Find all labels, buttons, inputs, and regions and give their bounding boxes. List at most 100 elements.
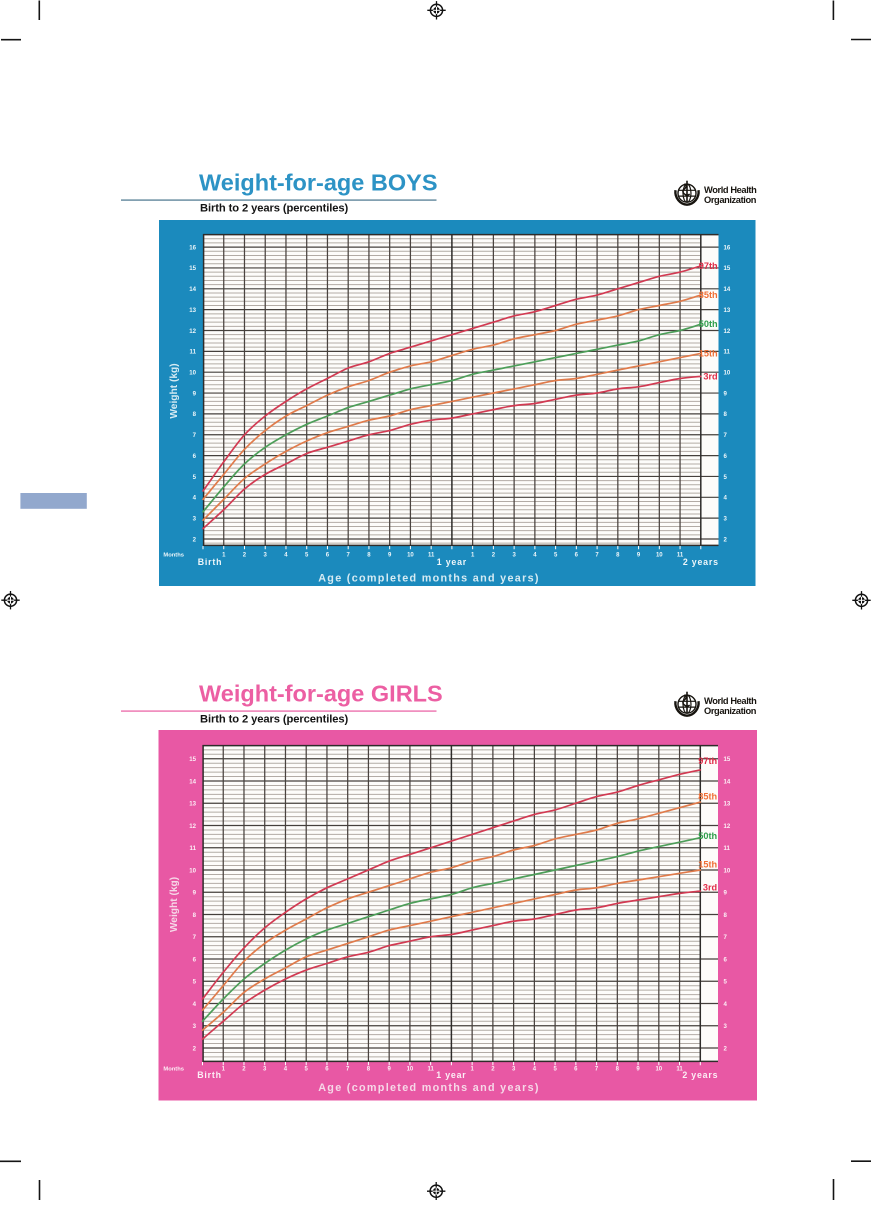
svg-text:10: 10 <box>724 370 731 377</box>
svg-text:11: 11 <box>427 1067 434 1073</box>
svg-text:8: 8 <box>616 553 620 559</box>
svg-text:12: 12 <box>724 328 731 335</box>
svg-text:15: 15 <box>189 265 196 272</box>
svg-text:85th: 85th <box>698 792 717 802</box>
svg-text:85th: 85th <box>699 290 718 300</box>
svg-text:4: 4 <box>724 1001 728 1008</box>
svg-text:8: 8 <box>367 553 371 559</box>
svg-text:3: 3 <box>512 1067 516 1073</box>
svg-text:2: 2 <box>491 1067 495 1073</box>
svg-text:2: 2 <box>724 1045 728 1052</box>
svg-text:5: 5 <box>553 1067 557 1073</box>
svg-text:15: 15 <box>724 265 731 272</box>
svg-text:50th: 50th <box>698 831 717 841</box>
svg-text:7: 7 <box>595 553 599 559</box>
svg-text:13: 13 <box>189 307 196 314</box>
svg-text:1: 1 <box>470 1067 474 1073</box>
svg-text:9: 9 <box>724 390 728 397</box>
svg-text:7: 7 <box>193 934 197 941</box>
svg-text:4: 4 <box>193 495 197 502</box>
svg-text:10: 10 <box>407 553 414 559</box>
svg-text:7: 7 <box>347 553 351 559</box>
svg-text:7: 7 <box>724 432 728 439</box>
svg-text:2: 2 <box>724 536 728 543</box>
svg-text:Weight-for-age GIRLS: Weight-for-age GIRLS <box>199 680 443 706</box>
svg-text:9: 9 <box>637 553 641 559</box>
svg-text:Birth: Birth <box>197 1070 222 1080</box>
svg-text:9: 9 <box>388 553 392 559</box>
svg-text:9: 9 <box>724 890 728 897</box>
svg-text:14: 14 <box>724 286 731 293</box>
svg-text:16: 16 <box>724 244 731 251</box>
svg-text:3: 3 <box>264 553 268 559</box>
svg-text:World Health: World Health <box>704 185 757 195</box>
svg-text:2 years: 2 years <box>682 1070 718 1080</box>
svg-text:14: 14 <box>189 286 196 293</box>
svg-text:3: 3 <box>724 515 728 522</box>
svg-text:10: 10 <box>724 867 731 874</box>
svg-text:5: 5 <box>193 979 197 986</box>
svg-text:2: 2 <box>492 553 496 559</box>
svg-text:15th: 15th <box>698 859 717 869</box>
svg-text:6: 6 <box>193 956 197 963</box>
svg-text:Age (completed months and year: Age (completed months and years) <box>318 1082 540 1094</box>
svg-text:2 years: 2 years <box>683 557 719 567</box>
svg-text:9: 9 <box>193 390 197 397</box>
svg-text:50th: 50th <box>699 319 718 329</box>
svg-text:Weight (kg): Weight (kg) <box>169 363 180 418</box>
svg-text:14: 14 <box>189 778 196 785</box>
svg-text:Months: Months <box>163 1067 184 1073</box>
svg-text:Birth: Birth <box>198 557 223 567</box>
svg-text:11: 11 <box>190 845 197 852</box>
svg-text:3: 3 <box>193 1023 197 1030</box>
svg-text:15th: 15th <box>699 348 718 358</box>
svg-text:7: 7 <box>193 432 197 439</box>
svg-text:4: 4 <box>284 1067 288 1073</box>
svg-text:Weight (kg): Weight (kg) <box>169 877 180 932</box>
svg-text:8: 8 <box>367 1067 371 1073</box>
svg-text:4: 4 <box>533 553 537 559</box>
svg-text:13: 13 <box>189 801 196 808</box>
svg-text:6: 6 <box>724 956 728 963</box>
svg-text:5: 5 <box>554 553 558 559</box>
svg-text:6: 6 <box>575 553 579 559</box>
svg-text:13: 13 <box>724 801 731 808</box>
svg-text:11: 11 <box>428 553 435 559</box>
svg-text:3: 3 <box>512 553 516 559</box>
svg-text:11: 11 <box>724 349 731 356</box>
svg-text:15: 15 <box>189 756 196 763</box>
svg-text:1: 1 <box>222 553 226 559</box>
svg-text:10: 10 <box>656 553 663 559</box>
svg-text:8: 8 <box>193 912 197 919</box>
svg-text:6: 6 <box>326 553 330 559</box>
svg-text:6: 6 <box>724 453 728 460</box>
svg-text:8: 8 <box>724 411 728 418</box>
svg-text:4: 4 <box>193 1001 197 1008</box>
svg-text:3rd: 3rd <box>703 371 717 381</box>
svg-text:11: 11 <box>190 349 197 356</box>
svg-text:1 year: 1 year <box>437 557 467 567</box>
svg-text:3: 3 <box>724 1023 728 1030</box>
svg-text:12: 12 <box>189 328 196 335</box>
svg-text:Organization: Organization <box>704 706 757 716</box>
svg-text:97th: 97th <box>698 756 717 766</box>
svg-text:Age (completed months and year: Age (completed months and years) <box>318 572 540 584</box>
svg-text:6: 6 <box>193 453 197 460</box>
svg-text:1: 1 <box>222 1067 226 1073</box>
svg-text:2: 2 <box>193 536 197 543</box>
svg-text:13: 13 <box>724 307 731 314</box>
svg-text:4: 4 <box>533 1067 537 1073</box>
svg-text:5: 5 <box>724 474 728 481</box>
svg-text:7: 7 <box>595 1067 599 1073</box>
svg-text:10: 10 <box>189 867 196 874</box>
svg-text:6: 6 <box>325 1067 329 1073</box>
svg-text:4: 4 <box>724 495 728 502</box>
svg-text:5: 5 <box>305 1067 309 1073</box>
svg-text:8: 8 <box>616 1067 620 1073</box>
svg-text:12: 12 <box>189 823 196 830</box>
svg-text:11: 11 <box>676 1067 683 1073</box>
svg-text:Birth to 2 years (percentiles): Birth to 2 years (percentiles) <box>200 714 348 726</box>
svg-text:Weight-for-age BOYS: Weight-for-age BOYS <box>199 170 438 196</box>
svg-text:15: 15 <box>724 756 731 763</box>
svg-text:2: 2 <box>242 1067 246 1073</box>
